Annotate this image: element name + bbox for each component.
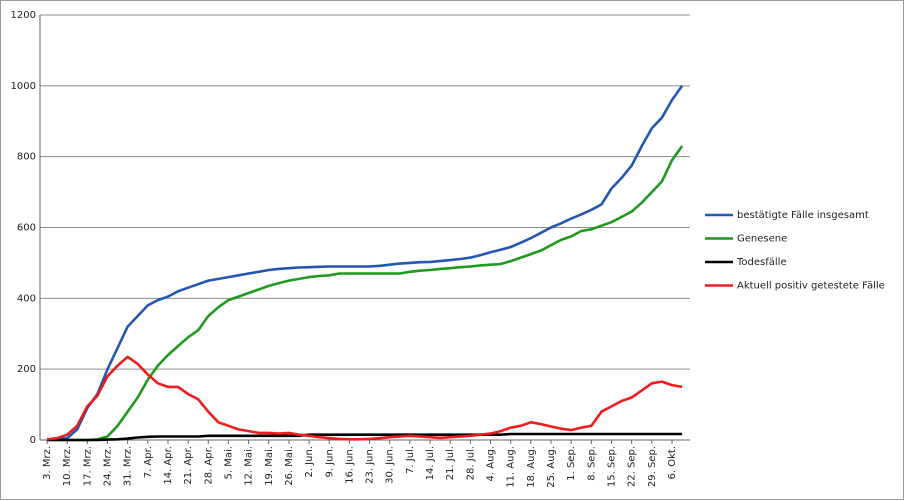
x-tick-label: 15. Sep. xyxy=(607,446,618,487)
y-tick-label: 400 xyxy=(17,293,36,304)
x-tick-label: 28. Apr. xyxy=(203,446,214,485)
x-tick-label: 14. Apr. xyxy=(163,446,174,485)
x-tick-label: 5. Mai. xyxy=(223,446,234,479)
y-tick-label: 1200 xyxy=(11,10,36,21)
x-tick-label: 8. Sep. xyxy=(586,446,597,481)
series-line xyxy=(46,355,683,441)
x-tick-label: 3. Mrz. xyxy=(42,446,53,480)
y-tick-label: 200 xyxy=(17,364,36,375)
legend-label: bestätigte Fälle insgesamt xyxy=(737,210,869,221)
legend-label: Aktuell positiv getestete Fälle xyxy=(737,281,885,292)
x-tick-label: 11. Aug. xyxy=(506,446,517,488)
legend-label: Genesene xyxy=(737,234,787,245)
series-line xyxy=(46,85,684,442)
x-tick-label: 16. Jun. xyxy=(344,446,355,484)
x-tick-label: 26. Mai. xyxy=(284,446,295,486)
x-tick-label: 10. Mrz. xyxy=(62,446,73,486)
x-tick-label: 17. Mrz. xyxy=(82,446,93,486)
x-tick-label: 29. Sep. xyxy=(647,446,658,487)
x-tick-label: 23. Jun. xyxy=(365,446,376,484)
x-tick-label: 1. Sep. xyxy=(566,446,577,481)
y-tick-label: 0 xyxy=(30,435,36,446)
x-tick-label: 19. Mai. xyxy=(264,446,275,486)
x-tick-label: 24. Mrz. xyxy=(102,446,113,486)
series-line xyxy=(47,145,684,442)
x-tick-label: 21. Jul. xyxy=(445,446,456,480)
x-tick-label: 28. Jul. xyxy=(465,446,476,480)
x-tick-label: 4. Aug. xyxy=(486,446,497,481)
y-tick-label: 600 xyxy=(17,223,36,234)
x-tick-label: 30. Jun. xyxy=(385,446,396,484)
x-tick-label: 31. Mrz. xyxy=(123,446,134,486)
x-tick-label: 7. Jul. xyxy=(405,446,416,474)
x-tick-label: 7. Apr. xyxy=(143,446,154,478)
series-line xyxy=(47,432,683,442)
legend-label: Todesfälle xyxy=(736,257,787,268)
x-tick-label: 18. Aug. xyxy=(526,446,537,488)
x-tick-label: 21. Apr. xyxy=(183,446,194,485)
y-tick-label: 800 xyxy=(17,152,36,163)
x-tick-label: 12. Mai. xyxy=(244,446,255,486)
y-tick-label: 1000 xyxy=(11,81,36,92)
x-tick-label: 2. Jun. xyxy=(304,446,315,478)
x-tick-label: 9. Jun. xyxy=(324,446,335,478)
x-tick-label: 14. Jul. xyxy=(425,446,436,480)
x-tick-label: 22. Sep. xyxy=(627,446,638,487)
x-tick-label: 25. Aug. xyxy=(546,446,557,488)
x-tick-label: 6. Okt. xyxy=(667,446,678,479)
